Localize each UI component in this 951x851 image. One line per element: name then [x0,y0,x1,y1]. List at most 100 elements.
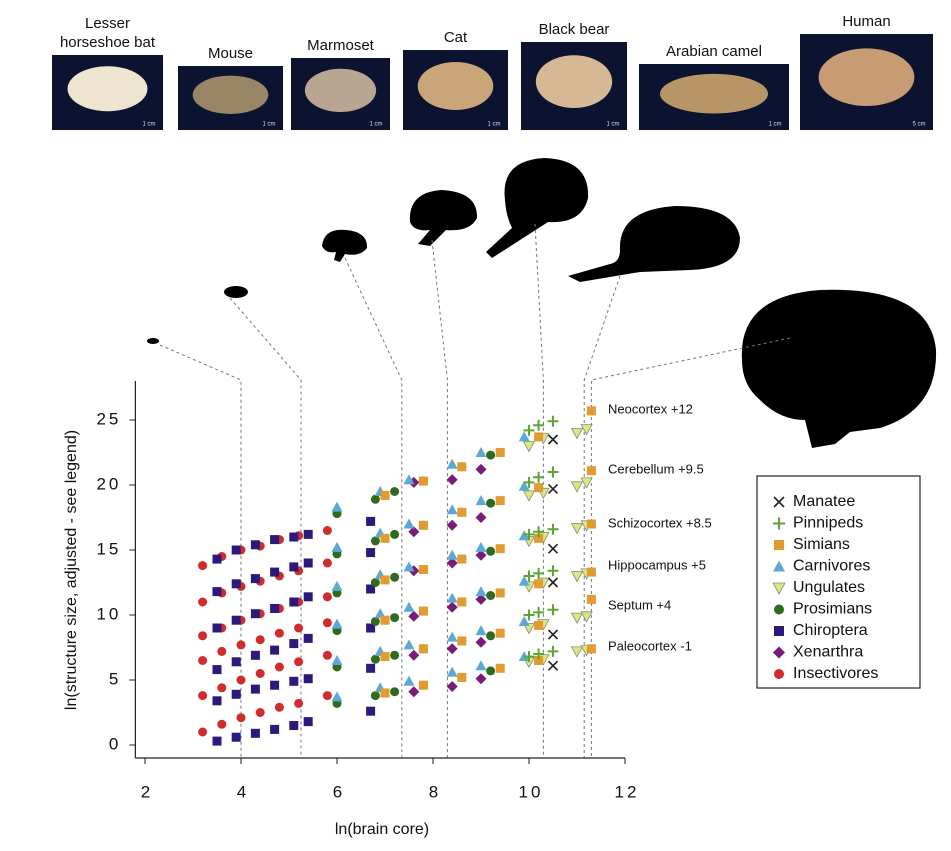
point [457,507,467,517]
point [570,612,584,624]
legend: Manatee Pinnipeds Simians Carnivores Ungulat… [772,493,878,682]
brain-photo [67,66,148,112]
structure-label: Hippocampus +5 [608,557,706,572]
point [250,650,260,660]
point [370,536,380,546]
point [547,604,559,616]
point [475,673,487,685]
y-tick-label: 5 [109,669,121,688]
point [322,592,332,602]
point [403,561,415,572]
photo-scale: 1 cm [262,122,275,128]
point [446,474,458,486]
point [236,713,246,723]
point [457,672,467,682]
point [198,727,208,737]
point [518,431,530,442]
point [289,562,299,572]
point [586,644,596,654]
point [586,466,596,476]
series [332,450,496,708]
x-tick-label: 8 [429,782,441,801]
point [380,688,390,698]
point [370,578,380,587]
point [570,523,584,535]
point [198,656,208,665]
point [475,586,487,597]
legend-marker [773,560,785,572]
point [418,680,428,690]
point [390,613,400,623]
point [403,518,415,529]
point [533,419,545,431]
point [418,565,428,574]
point [322,526,332,535]
point [534,432,544,442]
species-name: Black bear [539,21,610,38]
point [533,606,545,618]
point [380,575,390,585]
photo-scale: 1 cm [142,122,155,128]
point [533,526,545,538]
x-tick-label: 6 [333,782,345,801]
point [518,616,530,626]
point [303,674,313,684]
species-name: Lesser horseshoe bat [60,15,156,51]
species-name: Marmoset [307,37,375,54]
structure-label: Paleocortex -1 [608,638,692,653]
point [518,575,530,586]
reference-line [431,239,448,758]
brain-photo [304,68,377,112]
point [446,592,458,603]
legend-marker [774,604,784,615]
legend-label: Insectivores [793,665,878,682]
point [495,588,505,598]
species-name: Human [842,13,890,30]
point [390,529,400,539]
x-axis-label: ln(brain core) [335,821,429,838]
point [270,680,280,690]
point [446,504,458,515]
x-tick-label: 10 [519,782,544,801]
point [408,610,420,622]
point [547,466,559,478]
point [289,676,299,686]
point [231,545,241,555]
brain-photos: 1 cm Lesser horseshoe bat 1 cm Mouse 1 cm Marm… [52,13,933,130]
point [322,691,332,701]
series [523,415,559,663]
point [380,652,390,662]
point [547,565,559,577]
point [475,463,487,475]
point [212,587,222,597]
legend-marker [774,540,784,550]
point [255,669,265,678]
point [533,567,545,579]
point [331,618,343,629]
point [446,631,458,642]
point [486,666,496,676]
y-tick-label: 10 [96,604,121,623]
point [390,650,400,660]
structure-label: Schizocortex +8.5 [608,515,712,530]
photo-scale: 1 cm [768,122,781,128]
point [475,549,487,561]
legend-marker [773,517,785,530]
point [274,628,284,638]
point [475,447,487,457]
point [547,660,559,671]
point [380,615,390,625]
point [403,675,415,686]
brain-photo [818,48,915,106]
point [547,543,559,554]
y-tick-label: 25 [96,409,121,428]
point [289,721,299,730]
point [580,424,593,436]
point [457,554,467,564]
point [294,698,304,708]
species-name: Cat [444,29,468,46]
point [289,639,299,649]
species-name: Mouse [208,45,253,62]
silhouette [322,229,368,262]
legend-label: Carnivores [793,558,870,575]
